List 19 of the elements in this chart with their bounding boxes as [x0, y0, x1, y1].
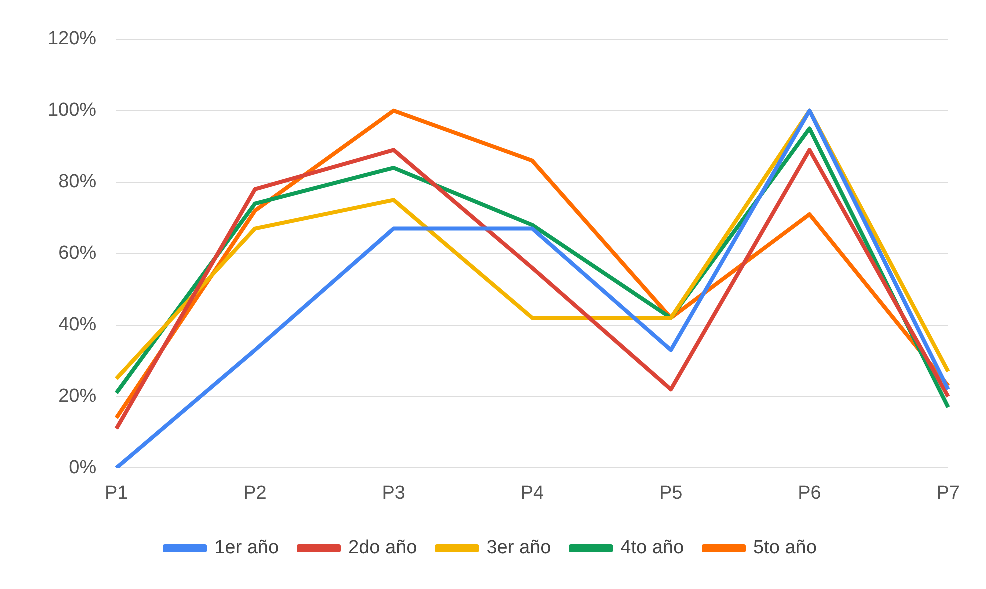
y-tick-label: 40%: [58, 314, 97, 336]
y-tick-label: 80%: [58, 172, 97, 193]
y-tick-label: 0%: [69, 457, 97, 478]
x-tick-label: P2: [244, 482, 267, 504]
y-tick-label: 100%: [48, 100, 97, 122]
legend-label: 1er año: [214, 538, 280, 559]
legend-label: 3er año: [486, 538, 552, 559]
legend-label: 4to año: [620, 538, 684, 559]
y-tick-label: 120%: [48, 28, 97, 50]
x-tick-label: P5: [659, 482, 683, 504]
x-tick-label: P4: [520, 482, 545, 504]
legend-label: 5to año: [754, 538, 817, 559]
y-tick-label: 20%: [58, 386, 97, 407]
x-tick-label: P6: [798, 482, 822, 504]
x-tick-label: P7: [936, 482, 960, 504]
x-tick-label: P3: [382, 482, 406, 504]
x-tick-label: P1: [104, 482, 128, 504]
y-tick-label: 60%: [58, 243, 97, 264]
legend-label: 2do año: [348, 538, 418, 559]
